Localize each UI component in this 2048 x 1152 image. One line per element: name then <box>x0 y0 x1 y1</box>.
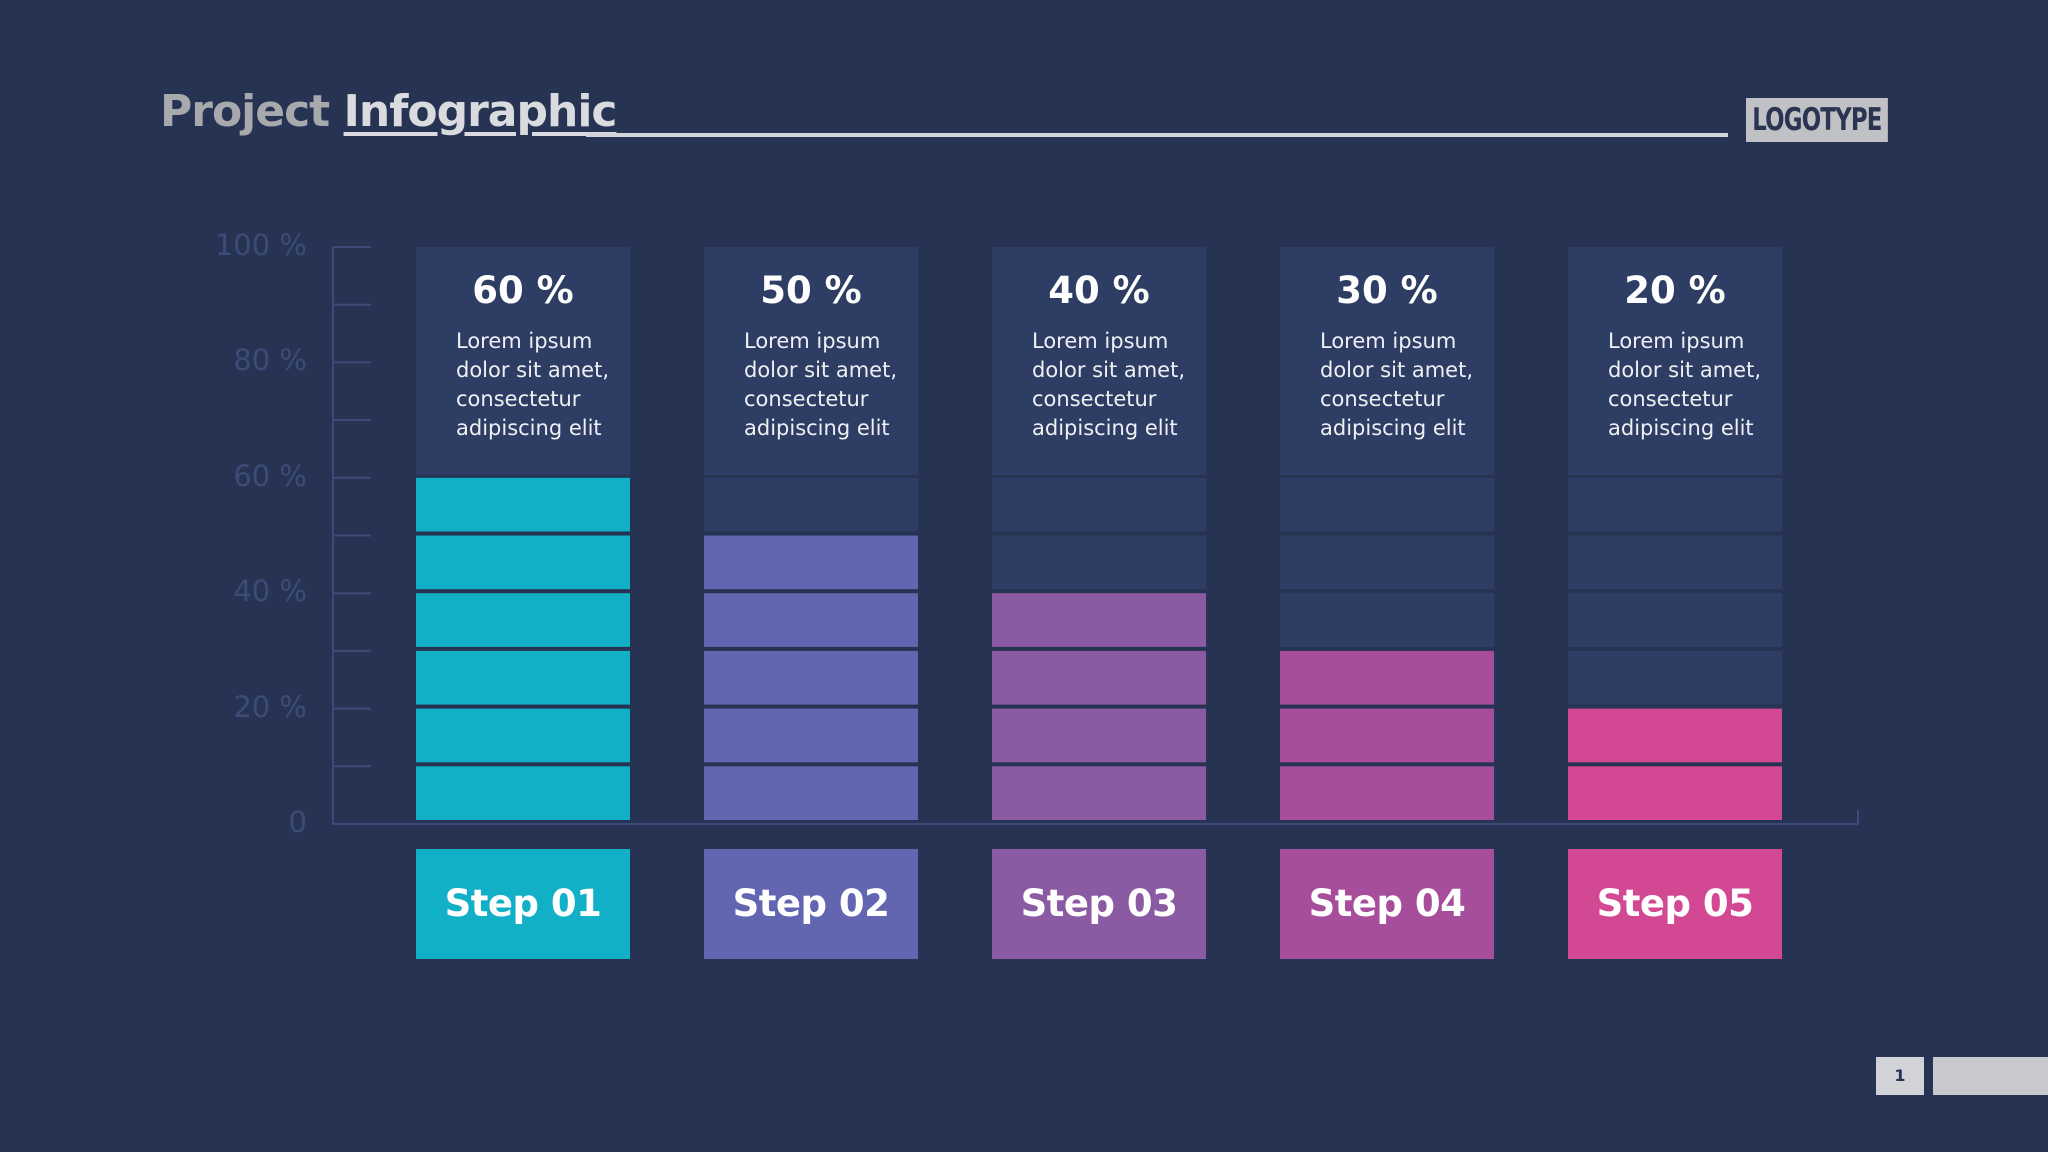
y-tick-label: 60 % <box>233 458 307 493</box>
bar-segment-filled <box>416 535 630 590</box>
value-label: 40 % <box>1048 269 1150 312</box>
bar-segment-filled <box>704 650 918 705</box>
y-tick-label: 80 % <box>233 343 307 378</box>
bar-segment-filled <box>1568 708 1782 763</box>
category-label: Step 04 <box>1280 849 1494 959</box>
y-tick-label: 0 <box>288 805 307 839</box>
info-card: 20 % Lorem ipsum dolor sit amet, consecte… <box>1568 247 1782 475</box>
page-title: Project Infographic <box>160 86 618 137</box>
bar-segment-filled <box>1280 708 1494 763</box>
bar-segment-filled <box>416 708 630 763</box>
bar-segment-empty <box>1568 535 1782 590</box>
category-label: Step 05 <box>1568 849 1782 959</box>
bar-segment-filled <box>992 650 1206 705</box>
value-label: 50 % <box>760 269 862 312</box>
bar-segment-empty <box>1280 593 1494 647</box>
y-tick-label: 100 % <box>214 228 307 262</box>
bar-segment-empty <box>992 477 1206 532</box>
bar-segment-filled <box>416 593 630 647</box>
title-part-1: Project <box>160 86 330 137</box>
bar-segment-filled <box>416 650 630 705</box>
bar-segment-empty <box>1280 535 1494 590</box>
page-indicator-bar <box>1933 1057 2048 1095</box>
bar-segment-filled <box>1280 766 1494 820</box>
bar-segment-filled <box>992 593 1206 647</box>
title-divider <box>586 133 1728 137</box>
description-text: Lorem ipsum dolor sit amet, consectetur … <box>1320 329 1474 440</box>
category-label: Step 01 <box>416 849 630 959</box>
page-number: 1 <box>1876 1057 1924 1095</box>
category-label: Step 02 <box>704 849 918 959</box>
description-text: Lorem ipsum dolor sit amet, consectetur … <box>744 329 898 440</box>
bar-segment-empty <box>1568 650 1782 705</box>
value-label: 30 % <box>1336 269 1438 312</box>
info-card: 40 % Lorem ipsum dolor sit amet, consecte… <box>992 247 1206 475</box>
value-label: 20 % <box>1624 269 1726 312</box>
title-part-2: Infographic <box>343 86 618 137</box>
bar-segment-filled <box>704 535 918 590</box>
bar-segment-filled <box>704 593 918 647</box>
description-text: Lorem ipsum dolor sit amet, consectetur … <box>1032 329 1186 440</box>
category-label: Step 03 <box>992 849 1206 959</box>
y-tick-label: 20 % <box>233 689 307 724</box>
info-card: 60 % Lorem ipsum dolor sit amet, consecte… <box>416 247 630 475</box>
description-text: Lorem ipsum dolor sit amet, consectetur … <box>456 329 610 440</box>
bar-segment-empty <box>1280 477 1494 532</box>
bar-segment-empty <box>1568 593 1782 647</box>
bar-segment-filled <box>1568 766 1782 820</box>
y-tick-label: 40 % <box>233 574 307 609</box>
bar-segment-empty <box>704 477 918 532</box>
info-card: 50 % Lorem ipsum dolor sit amet, consecte… <box>704 247 918 475</box>
bar-segment-filled <box>704 708 918 763</box>
logo: LOGOTYPE <box>1746 98 1888 142</box>
bar-segment-filled <box>1280 650 1494 705</box>
bar-segment-filled <box>704 766 918 820</box>
bar-segment-filled <box>992 766 1206 820</box>
bar-segment-empty <box>1568 477 1782 532</box>
description-text: Lorem ipsum dolor sit amet, consectetur … <box>1608 329 1762 440</box>
bar-segment-empty <box>992 535 1206 590</box>
bar-segment-filled <box>992 708 1206 763</box>
info-card: 30 % Lorem ipsum dolor sit amet, consecte… <box>1280 247 1494 475</box>
value-label: 60 % <box>472 269 574 312</box>
bar-segment-filled <box>416 766 630 820</box>
bar-segment-filled <box>416 477 630 532</box>
